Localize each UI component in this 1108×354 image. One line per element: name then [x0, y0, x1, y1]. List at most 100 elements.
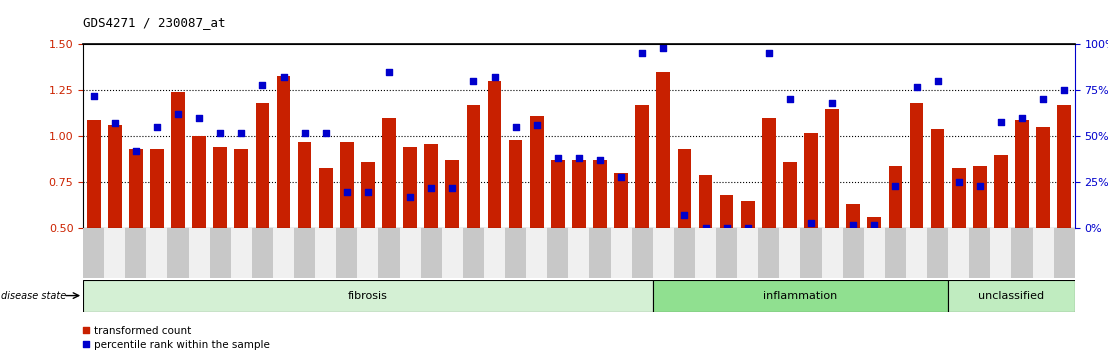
- Bar: [484, 228, 505, 278]
- Bar: [188, 228, 209, 278]
- Bar: [526, 228, 547, 278]
- Point: [548, 155, 566, 161]
- Point: [296, 130, 314, 136]
- Point: [1034, 97, 1051, 102]
- Bar: [843, 228, 864, 278]
- Point: [760, 51, 778, 56]
- Bar: [948, 280, 1075, 312]
- Bar: [104, 228, 125, 278]
- Bar: [547, 228, 568, 278]
- Bar: [551, 160, 565, 228]
- Bar: [800, 228, 821, 278]
- Bar: [906, 228, 927, 278]
- Bar: [129, 149, 143, 228]
- Bar: [1054, 228, 1075, 278]
- Point: [148, 124, 166, 130]
- Bar: [825, 109, 839, 228]
- Point: [844, 222, 862, 228]
- Bar: [421, 228, 442, 278]
- Bar: [970, 228, 991, 278]
- Text: GDS4271 / 230087_at: GDS4271 / 230087_at: [83, 16, 226, 29]
- Bar: [868, 217, 881, 228]
- Point: [781, 97, 799, 102]
- Bar: [632, 228, 653, 278]
- Bar: [1033, 228, 1054, 278]
- Bar: [86, 120, 101, 228]
- Point: [950, 179, 967, 185]
- Bar: [1036, 127, 1050, 228]
- Bar: [973, 166, 986, 228]
- Bar: [209, 228, 230, 278]
- Point: [191, 115, 208, 121]
- Point: [718, 225, 736, 231]
- Bar: [1012, 228, 1033, 278]
- Point: [865, 222, 883, 228]
- Bar: [716, 228, 737, 278]
- Bar: [400, 228, 421, 278]
- Bar: [172, 92, 185, 228]
- Point: [106, 121, 124, 126]
- Bar: [298, 142, 311, 228]
- Bar: [83, 228, 104, 278]
- Bar: [699, 175, 712, 228]
- Bar: [337, 228, 358, 278]
- Point: [971, 183, 988, 189]
- Bar: [315, 228, 337, 278]
- Point: [485, 75, 503, 80]
- Bar: [758, 228, 779, 278]
- Bar: [294, 228, 315, 278]
- Bar: [635, 105, 649, 228]
- Point: [1013, 115, 1030, 121]
- Point: [233, 130, 250, 136]
- Bar: [720, 195, 733, 228]
- Bar: [379, 228, 400, 278]
- Bar: [593, 160, 607, 228]
- Bar: [572, 160, 586, 228]
- Bar: [463, 228, 484, 278]
- Bar: [885, 228, 906, 278]
- Bar: [783, 162, 797, 228]
- Bar: [125, 228, 146, 278]
- Bar: [403, 147, 417, 228]
- Point: [380, 69, 398, 75]
- Bar: [614, 173, 628, 228]
- Bar: [779, 228, 800, 278]
- Bar: [611, 228, 632, 278]
- Point: [634, 51, 652, 56]
- Point: [254, 82, 271, 87]
- Bar: [741, 201, 755, 228]
- Point: [422, 185, 440, 191]
- Bar: [695, 228, 716, 278]
- Bar: [910, 103, 923, 228]
- Point: [275, 75, 293, 80]
- Text: inflammation: inflammation: [763, 291, 838, 301]
- Point: [1055, 87, 1073, 93]
- Point: [823, 100, 841, 106]
- Bar: [214, 147, 227, 228]
- Bar: [442, 228, 463, 278]
- Bar: [931, 129, 944, 228]
- Bar: [361, 162, 375, 228]
- Bar: [193, 136, 206, 228]
- Text: percentile rank within the sample: percentile rank within the sample: [94, 340, 270, 350]
- Bar: [1057, 105, 1071, 228]
- Point: [464, 78, 482, 84]
- Bar: [230, 228, 252, 278]
- Point: [929, 78, 946, 84]
- Bar: [530, 116, 544, 228]
- Point: [697, 225, 715, 231]
- Point: [907, 84, 925, 90]
- Point: [592, 158, 609, 163]
- Point: [739, 225, 757, 231]
- Bar: [927, 228, 948, 278]
- Bar: [589, 228, 611, 278]
- Bar: [509, 140, 523, 228]
- Bar: [991, 228, 1012, 278]
- Bar: [319, 167, 332, 228]
- Bar: [273, 228, 294, 278]
- Bar: [277, 75, 290, 228]
- Bar: [358, 228, 379, 278]
- Bar: [678, 149, 691, 228]
- Bar: [568, 228, 589, 278]
- Bar: [445, 160, 459, 228]
